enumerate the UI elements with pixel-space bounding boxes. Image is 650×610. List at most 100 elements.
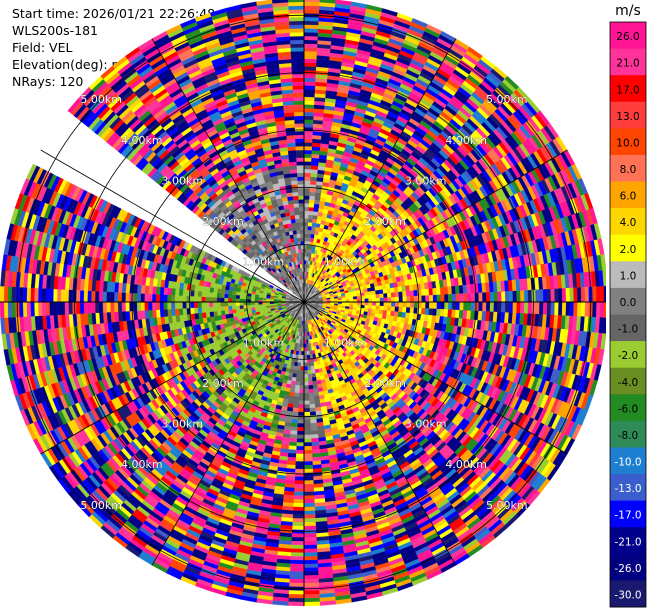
ppi-gate bbox=[592, 301, 597, 318]
ppi-gate bbox=[293, 96, 305, 102]
ppi-gate bbox=[102, 291, 107, 303]
ppi-gate bbox=[121, 292, 126, 303]
ppi-gate bbox=[303, 85, 316, 90]
ppi-gate bbox=[312, 218, 318, 224]
ppi-gate bbox=[30, 287, 35, 303]
ppi-gate bbox=[424, 288, 430, 296]
ppi-gate bbox=[295, 142, 305, 147]
ppi-gate bbox=[299, 256, 302, 261]
ppi-gate bbox=[287, 150, 297, 155]
ppi-gate bbox=[289, 211, 296, 216]
ppi-gate bbox=[303, 108, 315, 113]
ppi-gate bbox=[227, 297, 233, 303]
ppi-gate bbox=[406, 301, 411, 308]
ppi-gate bbox=[421, 295, 426, 303]
ppi-gate bbox=[3, 286, 9, 303]
ppi-gate bbox=[375, 309, 380, 315]
ppi-gate bbox=[443, 309, 449, 318]
ppi-gate bbox=[387, 297, 392, 303]
ppi-gate bbox=[303, 222, 309, 227]
ppi-gate bbox=[372, 298, 377, 303]
ppi-gate bbox=[539, 301, 544, 315]
ppi-gate bbox=[390, 306, 396, 312]
ppi-gate bbox=[371, 290, 376, 296]
ppi-gate bbox=[308, 218, 313, 223]
ppi-gate bbox=[550, 288, 555, 303]
ppi-gate bbox=[554, 301, 559, 316]
ppi-gate bbox=[296, 157, 305, 162]
ppi-gate bbox=[413, 295, 419, 303]
ppi-gate bbox=[303, 32, 319, 37]
ppi-gate bbox=[309, 199, 315, 204]
ppi-gate bbox=[303, 149, 313, 155]
ppi-gate bbox=[303, 172, 311, 177]
ppi-gate bbox=[56, 288, 62, 303]
ppi-gate bbox=[448, 301, 453, 310]
ppi-gates bbox=[0, 0, 606, 607]
ppi-gate bbox=[387, 301, 392, 307]
ppi-gate bbox=[497, 301, 502, 313]
ppi-gate bbox=[303, 73, 317, 79]
ppi-gate bbox=[298, 252, 302, 257]
ppi-gate bbox=[151, 293, 157, 303]
ppi-gate bbox=[288, 157, 297, 163]
ppi-gate bbox=[216, 292, 222, 298]
ppi-gate bbox=[489, 301, 495, 313]
ppi-gate bbox=[405, 307, 411, 314]
ppi-gate bbox=[550, 301, 555, 316]
ppi-gate bbox=[474, 292, 479, 303]
ppi-gate bbox=[424, 308, 430, 316]
ppi-gate bbox=[303, 1, 320, 7]
ppi-gate bbox=[375, 297, 381, 303]
ppi-gate bbox=[577, 287, 582, 303]
ppi-gate bbox=[599, 301, 605, 318]
ppi-gate bbox=[295, 222, 301, 227]
ppi-gate bbox=[300, 237, 305, 242]
ppi-gate bbox=[402, 301, 407, 308]
ppi-gate bbox=[364, 295, 369, 299]
ppi-gate bbox=[297, 187, 305, 193]
ppi-gate bbox=[148, 293, 153, 303]
ppi-gate bbox=[391, 297, 396, 303]
ppi-gate bbox=[383, 293, 388, 298]
ppi-gate bbox=[356, 295, 362, 300]
ppi-gate bbox=[527, 289, 533, 303]
ppi-gate bbox=[303, 191, 310, 196]
ppi-gate bbox=[311, 226, 317, 231]
ppi-gate bbox=[293, 111, 305, 117]
ppi-gate bbox=[235, 298, 240, 303]
ppi-gate bbox=[171, 287, 176, 296]
ppi-gate bbox=[299, 260, 303, 265]
ppi-gate bbox=[310, 180, 317, 185]
ppi-gate bbox=[296, 168, 305, 174]
ppi-gate bbox=[303, 233, 308, 238]
ppi-gate bbox=[303, 111, 315, 117]
ppi-gate bbox=[486, 292, 491, 303]
ppi-gate bbox=[136, 293, 141, 303]
ppi-gate bbox=[293, 104, 305, 109]
ppi-gate bbox=[295, 218, 300, 223]
ppi-gate bbox=[303, 104, 315, 109]
ppi-gate bbox=[167, 294, 172, 303]
ppi-gate bbox=[163, 294, 168, 303]
ppi-gate bbox=[94, 290, 100, 303]
ppi-gate bbox=[189, 295, 195, 303]
ppi-gate bbox=[75, 289, 81, 303]
ppi-gate bbox=[356, 292, 361, 297]
ppi-gate bbox=[303, 225, 309, 231]
ppi-gate bbox=[542, 301, 548, 315]
ppi-gate bbox=[64, 289, 69, 303]
ppi-gate bbox=[293, 199, 299, 204]
ppi-gate bbox=[296, 165, 305, 170]
ppi-gate bbox=[303, 165, 312, 170]
ppi-gate bbox=[409, 307, 415, 314]
ppi-gate bbox=[182, 295, 187, 303]
ppi-gate bbox=[489, 291, 495, 303]
ppi-gate bbox=[294, 214, 300, 220]
ppi-gate bbox=[303, 100, 315, 105]
ppi-gate bbox=[379, 301, 384, 307]
ppi-gate bbox=[113, 291, 119, 303]
ppi-gate bbox=[293, 203, 300, 208]
ppi-gate bbox=[310, 172, 318, 178]
ppi-gate bbox=[155, 294, 160, 303]
